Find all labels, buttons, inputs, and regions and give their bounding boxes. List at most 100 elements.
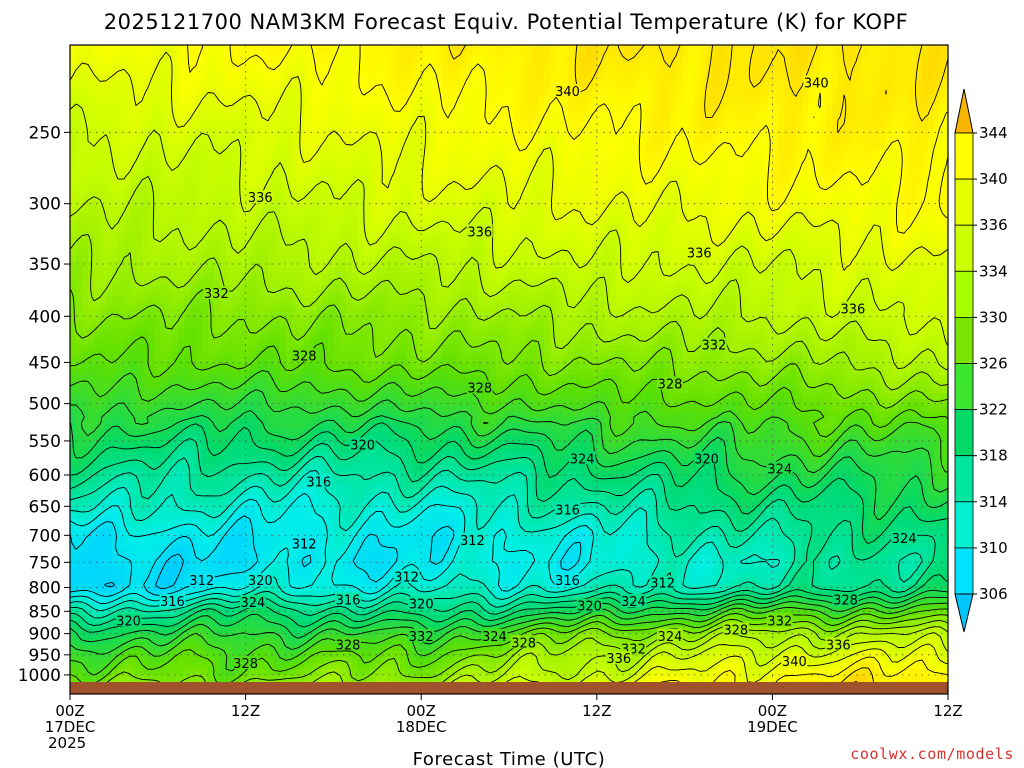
field-cell	[430, 177, 437, 184]
field-cell	[598, 81, 605, 88]
field-cell	[712, 171, 719, 178]
field-cell	[862, 201, 869, 208]
field-cell	[670, 147, 677, 154]
field-cell	[118, 141, 125, 148]
field-cell	[118, 171, 125, 178]
field-cell	[142, 141, 149, 148]
field-cell	[526, 177, 533, 184]
field-cell	[76, 51, 83, 58]
field-cell	[472, 147, 479, 154]
field-cell	[364, 99, 371, 106]
field-cell	[448, 225, 455, 232]
field-cell	[868, 147, 875, 154]
field-cell	[100, 207, 107, 214]
field-cell	[580, 165, 587, 172]
field-cell	[406, 207, 413, 214]
field-cell	[310, 171, 317, 178]
field-cell	[100, 63, 107, 70]
field-cell	[628, 201, 635, 208]
field-cell	[622, 111, 629, 118]
field-cell	[436, 201, 443, 208]
field-cell	[532, 225, 539, 232]
field-cell	[790, 177, 797, 184]
field-cell	[244, 93, 251, 100]
field-cell	[322, 93, 329, 100]
field-cell	[730, 123, 737, 130]
field-cell	[418, 51, 425, 58]
field-cell	[448, 207, 455, 214]
field-cell	[502, 69, 509, 76]
field-cell	[358, 165, 365, 172]
field-cell	[412, 153, 419, 160]
field-cell	[694, 165, 701, 172]
field-cell	[178, 213, 185, 220]
field-cell	[190, 99, 197, 106]
field-cell	[616, 51, 623, 58]
field-cell	[646, 117, 653, 124]
field-cell	[490, 87, 497, 94]
field-cell	[628, 213, 635, 220]
field-cell	[574, 159, 581, 166]
field-cell	[220, 201, 227, 208]
field-cell	[328, 219, 335, 226]
field-cell	[448, 111, 455, 118]
field-cell	[208, 165, 215, 172]
field-cell	[574, 231, 581, 238]
field-cell	[298, 129, 305, 136]
field-cell	[664, 231, 671, 238]
field-cell	[82, 219, 89, 226]
field-cell	[664, 225, 671, 232]
field-cell	[412, 111, 419, 118]
field-cell	[772, 69, 779, 76]
field-cell	[214, 69, 221, 76]
field-cell	[82, 195, 89, 202]
field-cell	[496, 57, 503, 64]
field-cell	[766, 117, 773, 124]
field-cell	[100, 81, 107, 88]
field-cell	[628, 123, 635, 130]
field-cell	[598, 171, 605, 178]
field-cell	[622, 195, 629, 202]
field-cell	[682, 75, 689, 82]
field-cell	[430, 99, 437, 106]
field-cell	[76, 189, 83, 196]
field-cell	[220, 243, 227, 250]
field-cell	[226, 231, 233, 238]
field-cell	[616, 165, 623, 172]
field-cell	[280, 135, 287, 142]
field-cell	[82, 123, 89, 130]
field-cell	[412, 93, 419, 100]
field-cell	[604, 207, 611, 214]
field-cell	[520, 243, 527, 250]
field-cell	[214, 171, 221, 178]
field-cell	[886, 231, 893, 238]
field-cell	[916, 99, 923, 106]
field-cell	[646, 123, 653, 130]
field-cell	[358, 237, 365, 244]
field-cell	[868, 237, 875, 244]
field-cell	[532, 189, 539, 196]
field-cell	[124, 129, 131, 136]
field-cell	[208, 225, 215, 232]
field-cell	[646, 51, 653, 58]
field-cell	[292, 243, 299, 250]
field-cell	[640, 57, 647, 64]
field-cell	[700, 117, 707, 124]
field-cell	[136, 177, 143, 184]
field-cell	[328, 153, 335, 160]
field-cell	[922, 213, 929, 220]
field-cell	[136, 183, 143, 190]
field-cell	[562, 159, 569, 166]
field-cell	[328, 45, 335, 52]
field-cell	[556, 201, 563, 208]
field-cell	[508, 51, 515, 58]
field-cell	[322, 141, 329, 148]
field-cell	[172, 69, 179, 76]
field-cell	[430, 63, 437, 70]
field-cell	[382, 171, 389, 178]
field-cell	[670, 177, 677, 184]
field-cell	[298, 51, 305, 58]
field-cell	[268, 225, 275, 232]
field-cell	[370, 141, 377, 148]
field-cell	[928, 105, 935, 112]
